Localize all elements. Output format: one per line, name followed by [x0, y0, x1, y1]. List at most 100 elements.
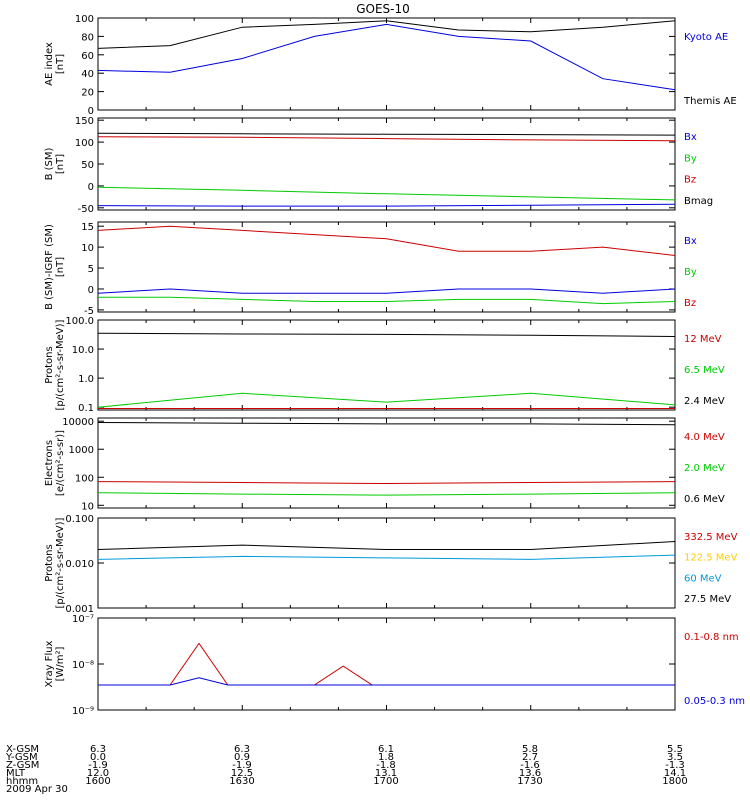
- orbit-value: 5.8: [522, 744, 538, 755]
- orbit-value: 2.7: [522, 752, 538, 763]
- series-line-0-1-0-8-nm: [98, 642, 675, 686]
- orbit-value: 12.5: [231, 768, 253, 779]
- series-line-0-05-0-3-nm: [98, 677, 675, 686]
- panel-frame: [97, 221, 676, 313]
- panel-protons1: 0.1 1.0 10.0 100.0 Protons [p/(cm²-s-sr-MeV)]…: [44, 316, 725, 414]
- series-line-by: [97, 186, 676, 201]
- legend-entry: Bmag: [684, 196, 713, 207]
- legend-entry: Bx: [684, 132, 697, 143]
- y-axis-label: [W/m²]: [55, 646, 66, 681]
- legend-entry: 2.0 MeV: [684, 463, 725, 474]
- orbit-value: 1700: [373, 776, 398, 787]
- orbit-row-label: Z-GSM: [6, 760, 39, 771]
- series-line-60-mev: [97, 554, 676, 560]
- orbit-value: 1730: [517, 776, 542, 787]
- panel-xray: 10⁻⁹ 10⁻⁸ 10⁻⁷ Xray Flux [W/m²] 0.1-0.8 nm 0.0…: [44, 614, 745, 717]
- y-tick-label: 0.1: [78, 403, 94, 414]
- panel-protons2: 0.001 0.010 0.100 Protons [p/(cm²-s-sr-MeV)]…: [44, 514, 738, 615]
- panel-frame: [97, 517, 676, 609]
- orbit-value: -1.9: [88, 760, 108, 771]
- y-tick-label: 100: [75, 138, 94, 149]
- y-axis-label: AE index: [44, 42, 55, 86]
- orbit-value: 5.5: [667, 744, 683, 755]
- orbit-value: -1.6: [520, 760, 540, 771]
- y-tick-label: 0: [88, 285, 94, 296]
- y-tick-label: 10.0: [72, 345, 94, 356]
- legend-entry: 0.1-0.8 nm: [684, 632, 739, 643]
- y-axis-label: [p/(cm²-s-sr-MeV)]: [55, 319, 66, 410]
- y-tick-label: 20: [81, 88, 94, 99]
- panel-bigrf: -5 0 5 10 15 B (SM)-IGRF (SM) [nT] Bx By Bz: [44, 221, 697, 317]
- orbit-value: 14.1: [664, 768, 686, 779]
- series-line-2-4-mev: [97, 332, 676, 337]
- y-axis-label: [nT]: [55, 257, 66, 277]
- y-tick-label: 60: [81, 51, 94, 62]
- orbit-value: 3.5: [667, 752, 683, 763]
- legend-entry: 60 MeV: [684, 573, 722, 584]
- panel-ae: 0 20 40 60 80 100 AE index [nT] Kyoto AE Themis A…: [44, 14, 737, 117]
- orbit-row-label: MLT: [6, 768, 26, 779]
- panel-frame: [97, 417, 676, 509]
- legend-entry: By: [684, 267, 697, 278]
- legend-entry: 0.05-0.3 nm: [684, 696, 745, 707]
- y-axis-label: [p/(cm²-s-sr-MeV)]: [55, 517, 66, 608]
- y-axis-label: Xray Flux: [44, 640, 55, 687]
- legend-entry: 2.4 MeV: [684, 396, 725, 407]
- legend-entry: 332.5 MeV: [684, 532, 738, 543]
- series-line-kyoto-ae: [97, 23, 676, 91]
- series-line-bx: [97, 203, 676, 207]
- orbit-value: 12.0: [87, 768, 109, 779]
- orbit-value: 13.6: [519, 768, 541, 779]
- series-line-bx: [97, 288, 676, 294]
- y-tick-label: 0.001: [65, 604, 94, 615]
- legend-entry: 27.5 MeV: [684, 594, 731, 605]
- legend-entry: Kyoto AE: [684, 32, 728, 43]
- y-tick-label: 40: [81, 69, 94, 80]
- orbit-row-label: 2009 Apr 30: [6, 784, 68, 795]
- y-axis-label: Electrons: [44, 440, 55, 486]
- series-line-0-6-mev: [97, 422, 676, 426]
- y-tick-label: -5: [84, 306, 94, 317]
- orbit-row-label: X-GSM: [6, 744, 39, 755]
- orbit-value: 1800: [662, 776, 687, 787]
- y-tick-label: 10⁻⁷: [72, 614, 94, 625]
- orbit-value: 6.1: [378, 744, 394, 755]
- orbit-value: 0.9: [234, 752, 250, 763]
- legend-entry: 4.0 MeV: [684, 432, 725, 443]
- series-line-bz: [97, 225, 676, 256]
- y-tick-label: 0.010: [65, 559, 94, 570]
- y-tick-label: 10: [81, 501, 94, 512]
- y-tick-label: 10⁻⁹: [72, 706, 94, 717]
- orbit-value: -1.8: [376, 760, 396, 771]
- legend-entry: Bz: [684, 175, 696, 186]
- orbit-row-label: Y-GSM: [5, 752, 38, 763]
- series-line-themis-ae: [97, 20, 676, 49]
- orbit-row-label: hhmm: [6, 776, 38, 787]
- y-tick-label: -50: [78, 204, 94, 215]
- y-axis-label: [e/(cm²-s-sr)]: [55, 430, 66, 496]
- y-axis-label: Protons: [44, 346, 55, 383]
- legend-entry: By: [684, 153, 697, 164]
- plot-title: GOES-10: [356, 2, 410, 16]
- y-tick-label: 15: [81, 222, 94, 233]
- orbit-value: 0.0: [90, 752, 106, 763]
- y-tick-label: 100: [75, 473, 94, 484]
- y-tick-label: 0.100: [65, 514, 94, 525]
- y-tick-label: 50: [81, 160, 94, 171]
- panel-frame: [97, 17, 676, 111]
- y-tick-label: 5: [88, 264, 94, 275]
- legend-entry: 6.5 MeV: [684, 365, 725, 376]
- y-tick-label: 0: [88, 106, 94, 117]
- legend-entry: Themis AE: [683, 96, 737, 107]
- orbit-value: 13.1: [375, 768, 397, 779]
- y-tick-label: 150: [75, 116, 94, 127]
- panel-electrons: 10 100 1000 10000 Electrons [e/(cm²-s-sr)] 4.0…: [44, 417, 725, 512]
- series-line-by: [98, 296, 676, 305]
- y-axis-label: B (SM): [44, 147, 55, 180]
- y-tick-label: 10000: [62, 417, 94, 428]
- orbit-value: 6.3: [234, 744, 250, 755]
- y-tick-label: 10⁻⁸: [72, 660, 94, 671]
